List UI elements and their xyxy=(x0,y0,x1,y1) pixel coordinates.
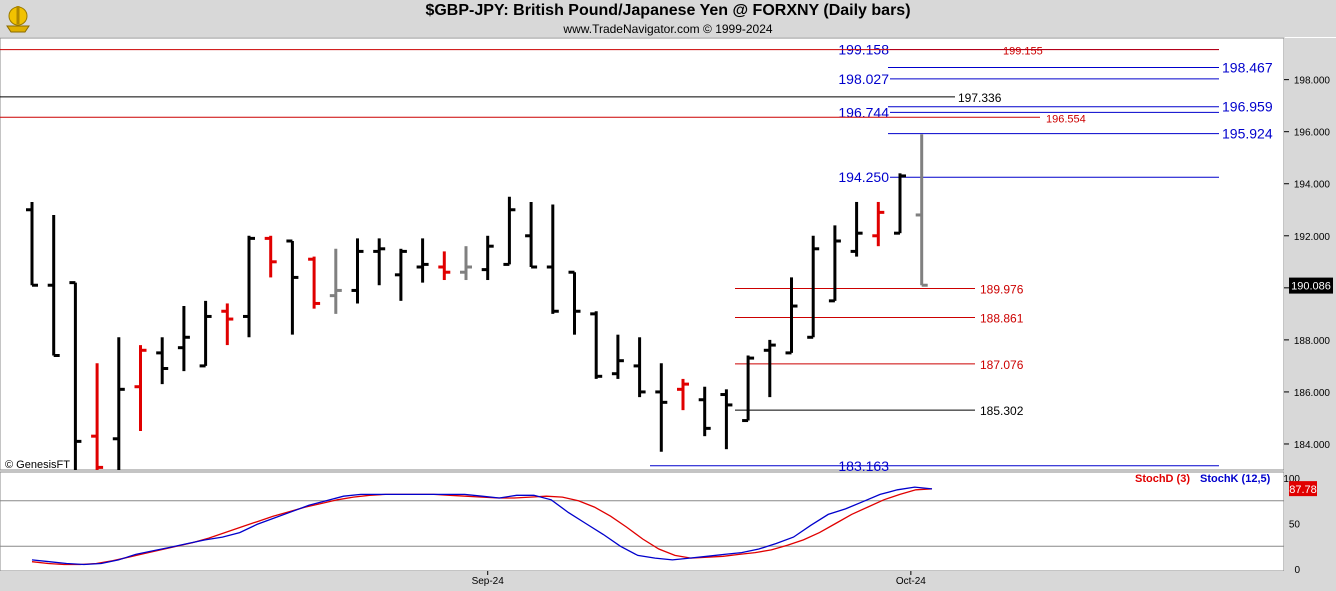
ohlc-bar xyxy=(720,389,733,450)
ohlc-bar xyxy=(177,306,190,372)
stoch-last-value-label: 87.78 xyxy=(1289,484,1317,496)
price-level-label: 196.554 xyxy=(1046,113,1086,125)
chart-header xyxy=(0,0,1336,37)
ohlc-bar xyxy=(611,334,624,379)
price-level-label: 183.163 xyxy=(838,458,889,474)
ohlc-bar xyxy=(894,173,906,235)
ohlc-bar xyxy=(438,251,451,281)
copyright-label: © GenesisFT xyxy=(5,459,70,471)
ohlc-bar xyxy=(742,355,755,423)
ohlc-bar xyxy=(677,378,689,411)
price-level-label: 185.302 xyxy=(980,404,1024,418)
ohlc-bar xyxy=(828,225,841,303)
ohlc-bar xyxy=(698,386,711,437)
ohlc-bar xyxy=(416,238,429,283)
ohlc-bar xyxy=(243,235,255,338)
price-level-label: 196.744 xyxy=(838,104,889,120)
price-level-label: 198.027 xyxy=(838,71,889,87)
price-level-label: 199.155 xyxy=(1003,46,1043,58)
trade-navigator-logo-icon xyxy=(2,2,34,34)
ohlc-bar xyxy=(785,277,798,355)
ohlc-bar xyxy=(112,337,125,470)
price-level-label: 196.959 xyxy=(1222,99,1273,115)
ohlc-bar xyxy=(763,339,776,398)
price-level-label: 198.467 xyxy=(1222,59,1273,75)
ohlc-bar xyxy=(503,196,516,266)
ohlc-bar xyxy=(91,363,104,470)
price-level-label: 187.076 xyxy=(980,358,1024,372)
ohlc-bar xyxy=(915,134,928,287)
stoch-series-line xyxy=(31,486,933,566)
price-level-label: 197.336 xyxy=(958,91,1002,105)
stoch-y-tick-label: 100 xyxy=(1283,474,1300,485)
ohlc-bar xyxy=(394,248,407,301)
x-tick-label: Oct-24 xyxy=(896,576,926,587)
ohlc-bar xyxy=(807,235,820,339)
ohlc-bar xyxy=(590,311,603,379)
x-tick-label: Sep-24 xyxy=(472,576,505,587)
stoch-legend-label: StochK (12,5) xyxy=(1200,473,1271,485)
ohlc-bar xyxy=(47,214,60,357)
stoch-last-value-box xyxy=(1289,481,1317,497)
ohlc-bar xyxy=(286,239,299,335)
y-tick-label: 192.000 xyxy=(1294,232,1331,243)
ohlc-bar xyxy=(850,201,863,257)
price-level-label: 195.924 xyxy=(1222,126,1273,142)
stoch-y-tick-label: 0 xyxy=(1294,565,1300,576)
y-tick-label: 196.000 xyxy=(1294,128,1331,139)
y-tick-label: 184.000 xyxy=(1294,440,1331,451)
ohlc-bar xyxy=(568,270,581,335)
ohlc-bar xyxy=(221,303,234,346)
ohlc-bar xyxy=(633,337,646,398)
ohlc-bar xyxy=(460,246,472,281)
ohlc-bar xyxy=(26,201,38,287)
ohlc-bar xyxy=(156,337,169,385)
y-tick-label: 186.000 xyxy=(1294,388,1331,399)
price-level-label: 194.250 xyxy=(838,169,889,185)
y-tick-label: 194.000 xyxy=(1294,180,1331,191)
stoch-legend-label: StochD (3) xyxy=(1135,473,1190,485)
ohlc-bar xyxy=(69,281,82,470)
price-plot-area xyxy=(0,37,1285,471)
ohlc-bar xyxy=(264,235,277,278)
ohlc-bar xyxy=(308,256,321,309)
ohlc-bar xyxy=(525,201,538,269)
ohlc-bar xyxy=(373,238,386,286)
chart-subtitle: www.TradeNavigator.com © 1999-2024 xyxy=(563,22,773,36)
price-level-label: 188.861 xyxy=(980,311,1024,325)
y-tick-label: 188.000 xyxy=(1294,336,1331,347)
stoch-y-tick-label: 50 xyxy=(1289,520,1301,531)
chart-title: $GBP-JPY: British Pound/Japanese Yen @ F… xyxy=(425,2,911,19)
ohlc-bar xyxy=(546,204,559,314)
ohlc-bar xyxy=(872,201,885,247)
last-price-label: 190.086 xyxy=(1291,281,1331,293)
ohlc-bar xyxy=(351,238,364,304)
last-price-box xyxy=(1289,277,1333,294)
price-level-label: 189.976 xyxy=(980,282,1024,296)
ohlc-bar xyxy=(199,300,212,368)
stoch-plot-area xyxy=(0,471,1285,572)
ohlc-bar xyxy=(481,235,494,281)
ohlc-bar xyxy=(655,363,668,452)
ohlc-bar xyxy=(134,345,147,431)
ohlc-bar xyxy=(329,248,342,314)
x-axis-band xyxy=(0,571,1336,591)
y-tick-label: 198.000 xyxy=(1294,76,1331,87)
